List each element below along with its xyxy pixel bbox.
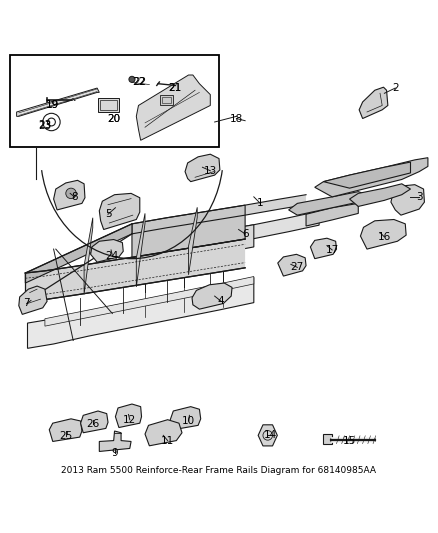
Text: 7: 7 <box>23 298 30 309</box>
Polygon shape <box>19 286 47 314</box>
Polygon shape <box>81 411 108 433</box>
Text: 21: 21 <box>168 83 181 93</box>
Polygon shape <box>49 419 82 441</box>
Polygon shape <box>132 195 306 234</box>
Text: 9: 9 <box>111 448 118 458</box>
Text: 18: 18 <box>230 114 243 124</box>
Polygon shape <box>360 220 406 249</box>
Polygon shape <box>323 162 410 188</box>
Polygon shape <box>311 238 336 259</box>
Text: 27: 27 <box>291 262 304 272</box>
Text: 8: 8 <box>71 192 78 202</box>
Polygon shape <box>289 192 367 215</box>
Polygon shape <box>45 277 254 326</box>
Polygon shape <box>99 431 131 451</box>
Text: 19: 19 <box>46 100 60 110</box>
Text: 13: 13 <box>204 166 217 176</box>
Circle shape <box>129 76 135 83</box>
Polygon shape <box>116 404 141 427</box>
Text: 16: 16 <box>378 232 391 242</box>
Bar <box>100 100 117 110</box>
Polygon shape <box>350 184 410 206</box>
Polygon shape <box>53 180 85 210</box>
Text: 6: 6 <box>242 229 248 239</box>
Bar <box>98 98 119 112</box>
Text: 20: 20 <box>107 114 120 124</box>
Polygon shape <box>391 184 424 215</box>
Text: 20: 20 <box>107 114 120 124</box>
Polygon shape <box>91 239 123 262</box>
Polygon shape <box>17 88 99 116</box>
Text: 21: 21 <box>168 83 181 93</box>
Circle shape <box>66 188 76 199</box>
Polygon shape <box>145 419 182 446</box>
Text: 1: 1 <box>257 198 264 208</box>
Text: 23: 23 <box>38 120 52 130</box>
Text: 22: 22 <box>132 77 145 87</box>
Polygon shape <box>315 158 428 197</box>
Polygon shape <box>185 154 220 182</box>
Text: 14: 14 <box>264 430 277 440</box>
Polygon shape <box>28 277 254 349</box>
Text: 23: 23 <box>38 122 52 131</box>
Polygon shape <box>359 87 388 118</box>
Polygon shape <box>99 193 140 230</box>
Text: 17: 17 <box>325 245 339 255</box>
Text: 26: 26 <box>86 419 99 429</box>
Polygon shape <box>136 213 145 287</box>
Text: 4: 4 <box>218 296 225 306</box>
Polygon shape <box>188 207 197 275</box>
Text: 15: 15 <box>343 435 356 446</box>
Bar <box>160 94 173 106</box>
Polygon shape <box>192 283 232 309</box>
Polygon shape <box>306 204 358 226</box>
Text: 25: 25 <box>59 431 72 441</box>
Bar <box>322 434 332 443</box>
Bar <box>10 55 219 147</box>
Polygon shape <box>25 239 245 302</box>
Text: 10: 10 <box>182 416 195 426</box>
Bar <box>162 97 171 103</box>
Text: 11: 11 <box>161 435 174 446</box>
Text: 19: 19 <box>46 100 60 110</box>
Text: 22: 22 <box>133 77 146 86</box>
Text: 24: 24 <box>106 251 119 261</box>
Polygon shape <box>136 75 210 140</box>
Polygon shape <box>141 211 319 259</box>
Polygon shape <box>84 218 93 294</box>
Text: 12: 12 <box>123 415 136 425</box>
Polygon shape <box>278 254 306 276</box>
Text: 5: 5 <box>105 209 111 219</box>
Text: 2: 2 <box>392 83 399 93</box>
Text: 3: 3 <box>416 192 423 202</box>
Polygon shape <box>25 224 132 283</box>
Polygon shape <box>258 425 277 446</box>
Polygon shape <box>170 407 201 430</box>
Polygon shape <box>141 225 254 268</box>
Text: 2013 Ram 5500 Reinforce-Rear Frame Rails Diagram for 68140985AA: 2013 Ram 5500 Reinforce-Rear Frame Rails… <box>61 465 377 474</box>
Polygon shape <box>132 205 245 258</box>
